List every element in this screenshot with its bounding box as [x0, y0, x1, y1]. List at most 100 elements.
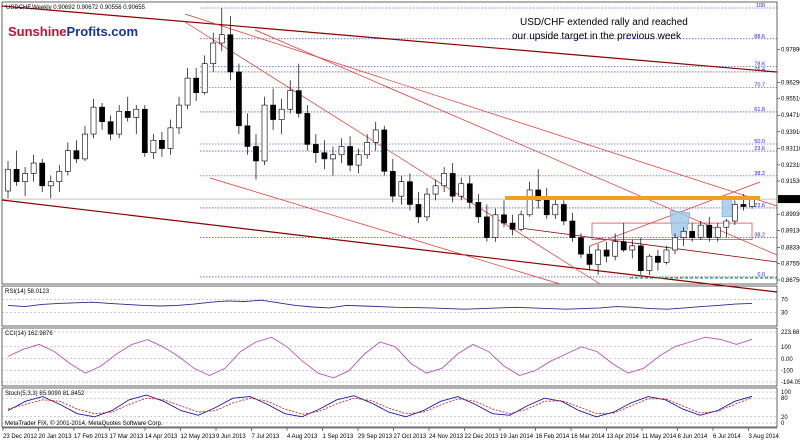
fib-level-label: 70.7 — [754, 82, 765, 88]
candle-body — [304, 113, 311, 145]
rsi-label: RSI(14) 58.0123 — [5, 289, 50, 295]
candle-body — [210, 42, 217, 64]
candle-body — [552, 204, 559, 216]
candle-body — [492, 214, 499, 238]
candle-body — [227, 34, 234, 73]
candle-body — [415, 204, 422, 218]
date-axis-label: 29 Sep 2013 — [358, 434, 393, 440]
candle-body — [595, 249, 601, 265]
stoch-pane — [1, 387, 778, 428]
stoch-level-label: 80 — [781, 396, 788, 402]
candle-body — [407, 181, 413, 205]
candle-body — [124, 110, 131, 118]
date-axis-label: 27 Oct 2013 — [394, 434, 427, 440]
fib-level-label: 23.6 — [754, 203, 765, 209]
candle-body — [90, 106, 97, 135]
cci-level-label: -194.0570 — [781, 380, 800, 386]
candle-body — [475, 202, 482, 218]
candle-body — [466, 183, 473, 203]
candle-body — [167, 127, 174, 149]
candle-body — [646, 255, 653, 271]
candle-body — [159, 139, 165, 149]
date-axis-label: 7 Jul 2013 — [252, 434, 280, 440]
stoch-level-label: 0 — [781, 421, 785, 427]
annotation-line-2: our upside target in the previous week — [512, 31, 682, 42]
date-axis-label: 6 Jul 2014 — [713, 434, 741, 440]
date-axis-label: 1 Sep 2013 — [323, 434, 354, 440]
candle-body — [732, 204, 738, 222]
candle-body — [620, 241, 627, 251]
trendline-lower-dark — [1, 199, 778, 293]
main-pane — [1, 1, 778, 285]
candle-body — [30, 162, 37, 174]
cci-label: CCI(14) 162.9876 — [5, 331, 53, 337]
chart-title: USDCHF,Weekly 0.90692 0.90672 0.90556 0.… — [6, 5, 146, 11]
candle-body — [458, 183, 465, 197]
candle-body — [381, 129, 388, 172]
candle-body — [56, 171, 63, 182]
candle-body — [612, 241, 619, 257]
candle-body — [13, 168, 20, 182]
trendline-mid-dark — [519, 227, 778, 263]
stoch-label: Stoch(5,3,3) 85.9090 81.8452 — [5, 391, 85, 397]
fib-level-label: 38.2 — [754, 171, 765, 177]
date-axis-label: 11 May 2014 — [642, 434, 677, 440]
current-price-badge — [778, 195, 800, 204]
candle-body — [287, 90, 294, 110]
candle-body — [193, 77, 200, 93]
trendline-red-1 — [184, 13, 778, 207]
candle-body — [5, 168, 11, 192]
candle-body — [355, 154, 362, 166]
candle-body — [150, 139, 157, 153]
candle-body — [261, 104, 268, 162]
candle-body — [603, 249, 610, 257]
candle-body — [518, 214, 524, 230]
candle-body — [706, 224, 713, 238]
date-axis-label: 9 Jun 2013 — [216, 434, 246, 440]
rsi-level-label: 30 — [781, 310, 788, 316]
candle-body — [253, 146, 259, 162]
candle-body — [637, 245, 644, 271]
date-axis-label: 24 Nov 2013 — [429, 434, 464, 440]
candle-body — [64, 150, 71, 172]
candle-body — [432, 185, 439, 195]
fib-level-label: 38.2 — [754, 233, 765, 239]
candle-body — [689, 231, 696, 238]
date-axis-label: 4 Aug 2013 — [287, 434, 318, 440]
date-axis-label: 8 Jun 2014 — [678, 434, 708, 440]
candle-body — [672, 237, 678, 251]
candle-body — [73, 150, 80, 160]
candle-body — [509, 222, 516, 230]
candle-body — [107, 121, 114, 135]
candle-body — [526, 189, 533, 216]
date-axis-label: 17 Feb 2013 — [74, 434, 108, 440]
fib-level-label: 78.6 — [754, 61, 765, 67]
date-axis-label: 20 Jan 2013 — [39, 434, 73, 440]
candle-body — [697, 224, 704, 238]
date-axis-label: 17 Mar 2013 — [110, 434, 144, 440]
candle-body — [184, 77, 191, 106]
candle-body — [201, 63, 208, 93]
candle-body — [295, 90, 302, 114]
cci-level-label: -100 — [781, 369, 794, 375]
candle-body — [338, 146, 345, 156]
stoch-main-line — [7, 394, 753, 418]
candle-body — [535, 189, 542, 201]
cci-line — [7, 336, 753, 379]
candle-body — [398, 181, 405, 197]
date-axis-label: 3 Aug 2014 — [749, 434, 780, 440]
date-axis-label: 19 Jan 2014 — [500, 434, 534, 440]
candle-body — [364, 142, 371, 156]
fib-level-label: 50.0 — [754, 139, 765, 145]
candle-body — [441, 173, 448, 187]
